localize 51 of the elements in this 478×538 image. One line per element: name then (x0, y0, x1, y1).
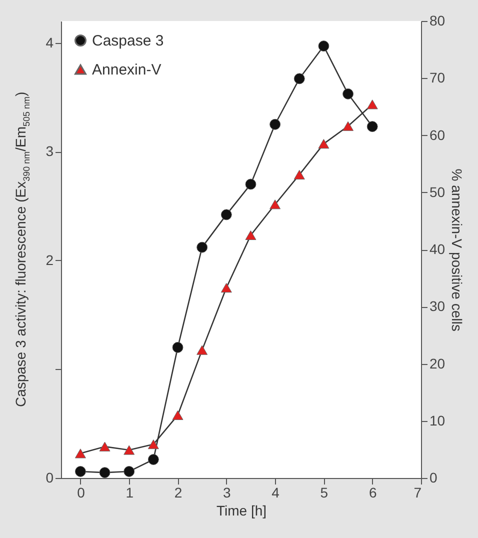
point (318, 40, 330, 52)
point (294, 170, 305, 180)
legend-label: Annexin-V (92, 62, 162, 78)
point (172, 410, 184, 420)
x-tick-label: 5 (320, 484, 328, 500)
x-tick-label: 2 (174, 484, 182, 500)
point (124, 445, 135, 455)
y2-tick-label: 30 (430, 298, 446, 314)
point (220, 209, 232, 220)
y2-tick-label: 80 (430, 12, 446, 28)
point (366, 121, 378, 132)
y2-tick-label: 70 (430, 70, 446, 86)
point (318, 139, 330, 149)
y-tick-label: 2 (46, 252, 54, 268)
point (172, 342, 184, 353)
x-tick-label: 7 (414, 484, 422, 500)
point (366, 100, 378, 110)
point (342, 88, 354, 100)
point (245, 230, 256, 240)
y2-axis-title: % annexin-V positive cells (449, 168, 466, 332)
x-tick-label: 4 (272, 484, 280, 500)
point (196, 242, 208, 253)
point (148, 440, 159, 450)
x-axis-title: Time [h] (216, 502, 267, 518)
point (148, 454, 159, 465)
x-tick-label: 0 (77, 484, 86, 500)
legend-label: Caspase 3 (92, 32, 164, 50)
y2-tick-label: 40 (430, 241, 446, 257)
y2-tick-label: 10 (430, 412, 446, 428)
y-tick-label: 0 (46, 470, 54, 486)
point (196, 345, 208, 355)
point (270, 200, 281, 210)
point (294, 73, 305, 84)
y2-tick-label: 0 (430, 470, 438, 486)
y-tick-label: 3 (46, 143, 54, 160)
point (342, 121, 354, 131)
point (99, 442, 110, 452)
y-tick-label: 4 (46, 34, 54, 50)
point (99, 467, 110, 478)
y2-tick-label: 50 (430, 184, 446, 200)
x-tick-label: 3 (223, 484, 232, 500)
point (245, 178, 256, 190)
x-tick-label: 1 (126, 484, 134, 500)
point (74, 448, 86, 458)
point (74, 466, 86, 477)
x-tick-label: 6 (368, 484, 377, 500)
y2-tick-label: 20 (430, 355, 446, 372)
point (124, 466, 135, 477)
y2-tick-label: 60 (430, 126, 446, 143)
point (270, 118, 281, 130)
point (220, 282, 232, 293)
